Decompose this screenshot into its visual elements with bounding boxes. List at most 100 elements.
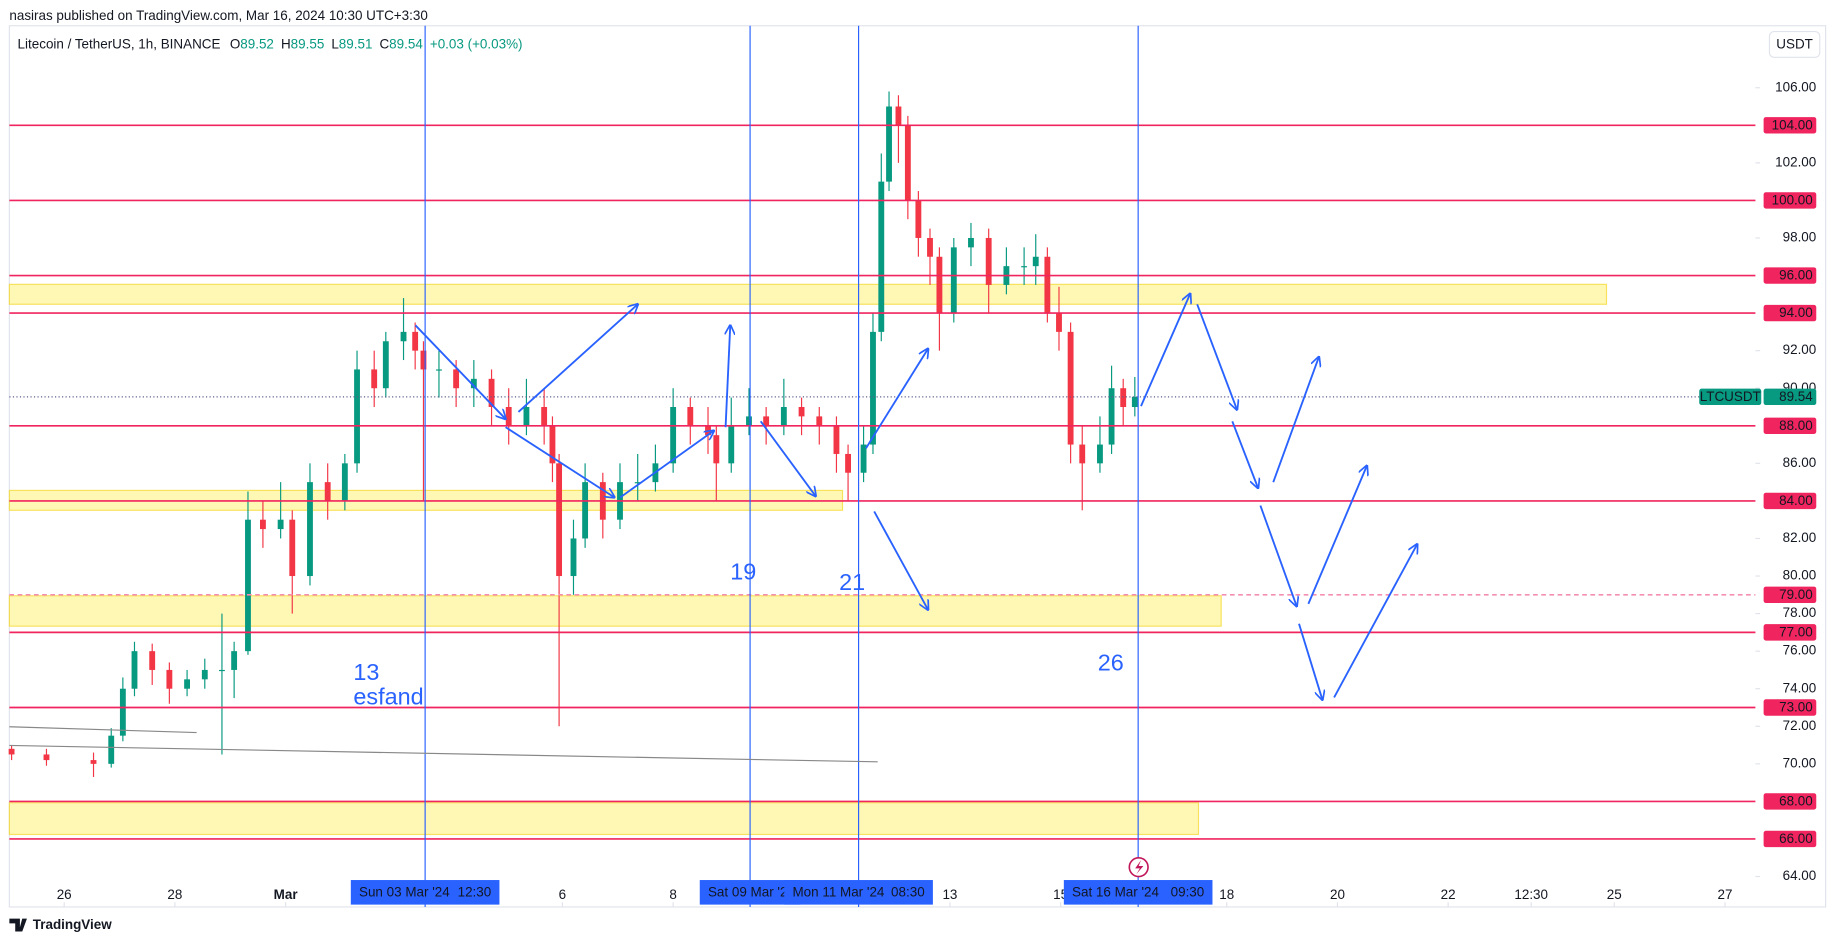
candle-body [687, 407, 694, 426]
level-label: 84.00 [1779, 493, 1813, 508]
y-tick-label: 70.00 [1783, 755, 1817, 770]
level-label-box [1763, 304, 1817, 322]
candle-body [582, 482, 589, 539]
candle-body [354, 369, 360, 464]
candle-body [488, 378, 495, 408]
legend-close-label: C [379, 36, 389, 51]
y-tick-label: 98.00 [1783, 230, 1817, 245]
annotation: 19 [730, 558, 756, 584]
candle-body [746, 416, 752, 426]
candle-body [341, 463, 348, 501]
y-tick-label: 76.00 [1783, 643, 1817, 658]
legend: Litecoin / TetherUS, 1h, BINANCE O89.52 H8… [18, 36, 523, 51]
time-label-date: Sat 09 Mar '24 [708, 884, 795, 899]
x-tick-label: 20 [1330, 887, 1345, 902]
candle-body [108, 735, 115, 764]
y-tick-label: 64.00 [1783, 868, 1817, 883]
arrow [1307, 466, 1367, 605]
y-tick-label: 78.00 [1783, 605, 1817, 620]
candle-body [523, 407, 530, 426]
level-label: 104.00 [1772, 117, 1813, 132]
level-label: 100.00 [1772, 193, 1813, 208]
level-label: 73.00 [1779, 700, 1813, 715]
level-label: 66.00 [1779, 831, 1813, 846]
annotation: 21 [839, 569, 865, 595]
level-label: 68.00 [1779, 794, 1813, 809]
candle-body [549, 425, 556, 464]
candle-body [936, 256, 943, 314]
candle-body [505, 407, 512, 426]
level-label: 77.00 [1779, 625, 1813, 640]
arrow [865, 349, 928, 449]
candle-body [119, 688, 126, 736]
level-label-box [1763, 793, 1817, 810]
legend-high-label: H [281, 36, 291, 51]
time-label-time: 12:30 [458, 884, 492, 899]
arrow [1333, 544, 1417, 698]
chart-frame [8, 25, 1827, 908]
annotation: 13 [353, 659, 379, 685]
candle-body [219, 669, 225, 672]
candle-body [728, 425, 735, 464]
candle-body [713, 435, 720, 464]
candle-body [412, 331, 419, 351]
candle-body [833, 425, 840, 454]
arrow [1259, 505, 1296, 607]
y-tick-label: 74.00 [1783, 680, 1817, 695]
candle-body [1131, 396, 1138, 408]
candle-body [845, 453, 851, 473]
candle-body [904, 125, 911, 201]
y-tick-label: 106.00 [1775, 79, 1816, 94]
alert-icon [1128, 856, 1149, 878]
level-label-box [1763, 267, 1817, 284]
candle-body [895, 106, 902, 126]
level-label: 94.00 [1779, 305, 1813, 320]
x-tick-label: 26 [57, 887, 72, 902]
legend-low: 89.51 [339, 36, 373, 51]
legend-open-label: O [230, 36, 240, 51]
x-tick-label: 6 [559, 887, 566, 902]
time-label-date: Sat 16 Mar '24 [1072, 884, 1159, 899]
arrow [1272, 357, 1319, 483]
level-label-box [1763, 624, 1817, 641]
zone [8, 595, 1222, 627]
y-tick-label: 72.00 [1783, 718, 1817, 733]
y-tick-label: 80.00 [1783, 568, 1817, 583]
candle-body [634, 482, 641, 484]
candle-body [950, 247, 957, 314]
y-tick-label: 86.00 [1783, 455, 1817, 470]
publisher: nasiras published on TradingView.com, Ma… [9, 8, 427, 23]
symbol-label-box [1699, 388, 1762, 406]
arrows [414, 294, 1417, 700]
candle-body [382, 341, 389, 389]
arrow [1196, 303, 1237, 409]
arrow [517, 304, 637, 413]
candle-body [1097, 444, 1103, 464]
x-tick-label: 12:30 [1514, 887, 1548, 902]
arrow [873, 510, 928, 609]
candle-body [1067, 331, 1074, 445]
candle-body [968, 237, 974, 248]
candle-body [1056, 313, 1062, 332]
x-tick-label: Mar [274, 887, 299, 902]
candle-body [470, 378, 477, 389]
level-label-box [1763, 830, 1817, 848]
candle-body [860, 444, 867, 473]
time-label-box [1063, 880, 1213, 905]
legend-low-label: L [331, 36, 339, 51]
time-label-date: Mon 11 Mar '24 [792, 884, 884, 899]
level-label-box [1763, 192, 1817, 209]
candles [8, 91, 1138, 777]
candle-body [400, 331, 407, 342]
candle-body [670, 407, 677, 464]
currency-button[interactable] [1768, 31, 1821, 58]
candle-body [780, 407, 787, 426]
candle-body [1120, 388, 1127, 408]
candle-body [1044, 256, 1051, 314]
x-tick-label: 18 [1219, 887, 1234, 902]
currency-label[interactable]: USDT [1776, 37, 1813, 52]
candle-body [277, 519, 284, 530]
arrow [414, 324, 505, 419]
arrow [1298, 623, 1322, 700]
